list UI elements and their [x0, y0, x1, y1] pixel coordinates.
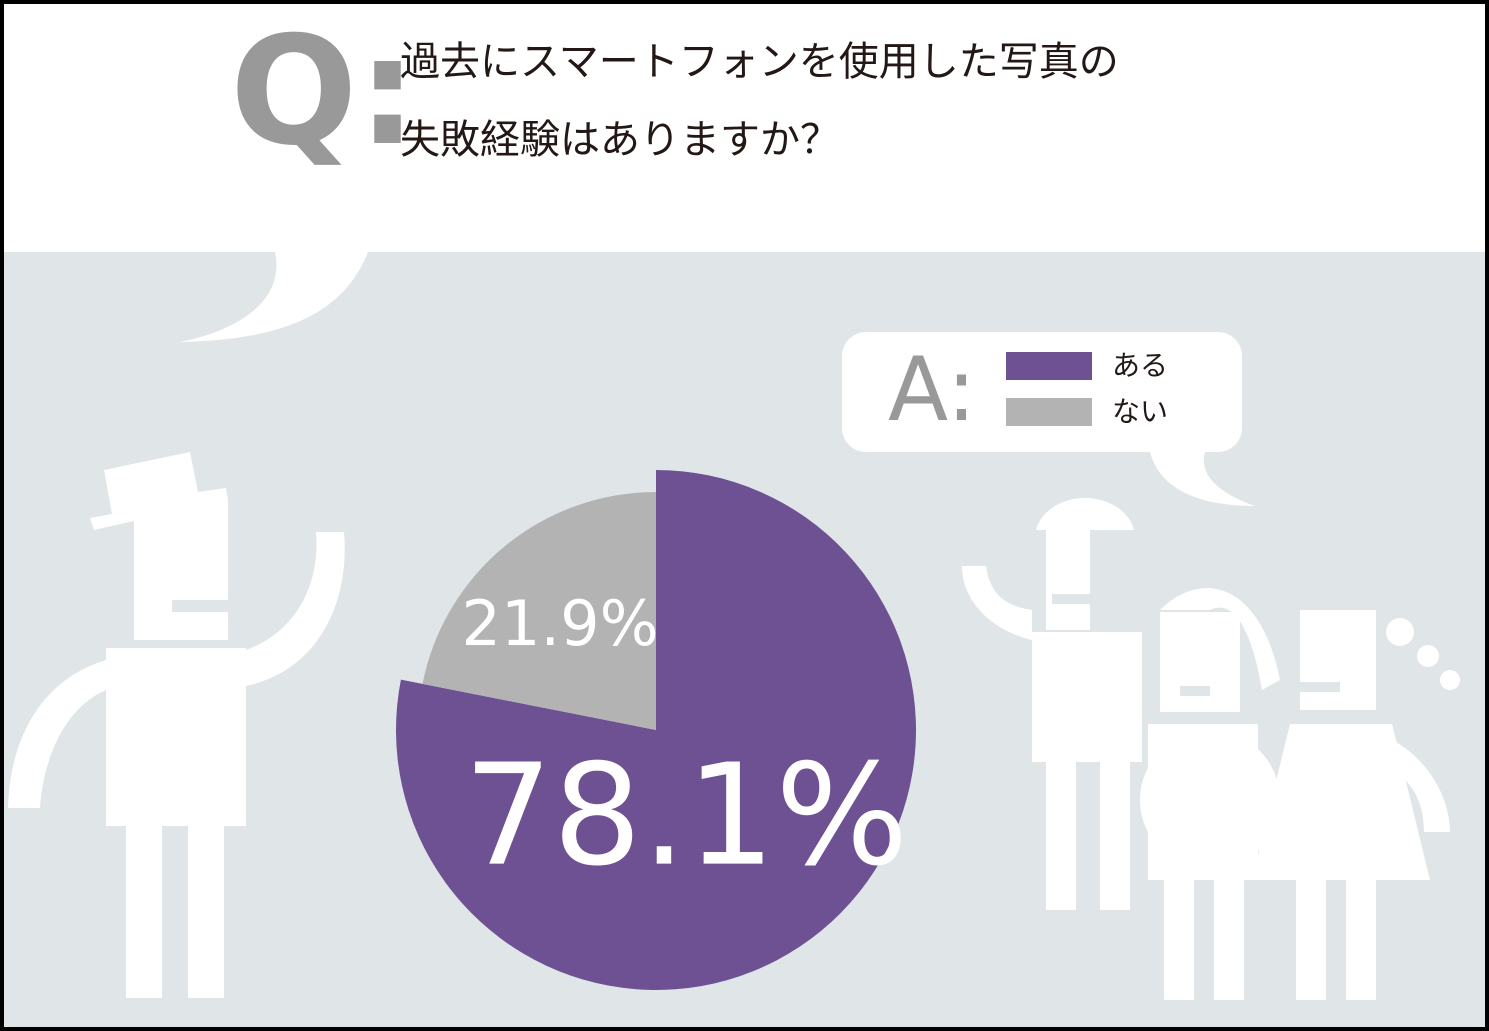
legend-swatch — [1006, 398, 1092, 426]
value-label: 78.1% — [464, 735, 909, 898]
legend-label: ある — [1112, 349, 1168, 382]
answer-mark: A: — [888, 338, 976, 441]
figure-left — [8, 452, 345, 998]
legend-box — [842, 332, 1242, 452]
title-line: 過去にスマートフォンを使用した写真の — [400, 39, 1119, 85]
legend-label: ない — [1112, 395, 1168, 428]
figure-right — [962, 452, 1460, 1000]
pie-slice — [422, 492, 656, 730]
title-line: 失敗経験はありますか？ — [400, 117, 840, 163]
legend-swatch — [1006, 352, 1092, 380]
bubble-tail — [180, 252, 368, 342]
question-mark: Q: — [230, 5, 418, 179]
value-label: 21.9% — [462, 587, 659, 660]
